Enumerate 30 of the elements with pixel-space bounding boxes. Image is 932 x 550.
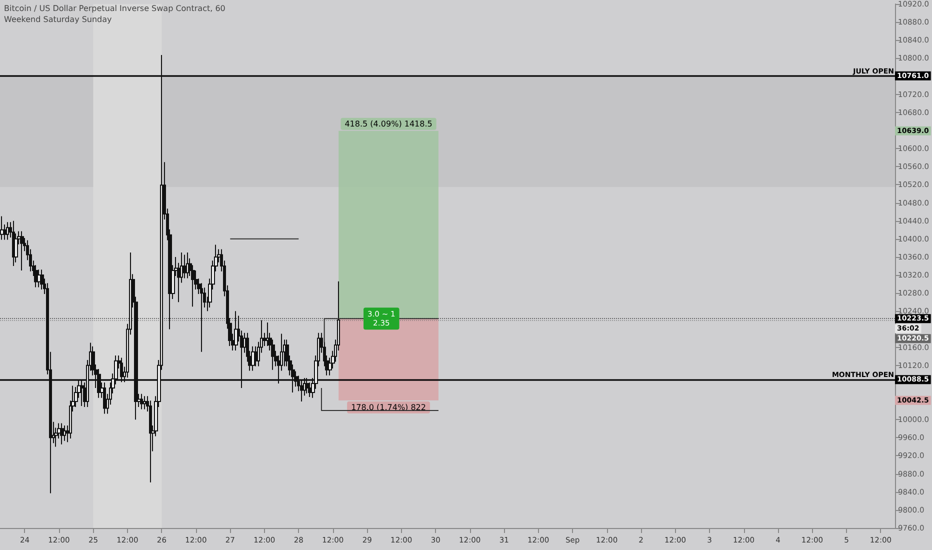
- chart-title: Bitcoin / US Dollar Perpetual Inverse Swap Contract, 60: [4, 3, 226, 14]
- candlestick: [20, 230, 24, 272]
- candlestick: [140, 393, 143, 410]
- candlestick: [149, 400, 152, 483]
- candlestick: [80, 380, 84, 407]
- candlestick: [305, 378, 309, 394]
- band-label: 178.0 (1.74%) 822: [351, 402, 426, 412]
- candlestick: [0, 216, 4, 240]
- candlestick: [34, 264, 38, 288]
- candlestick: [200, 282, 203, 352]
- candlestick: [6, 222, 9, 240]
- candlestick: [103, 382, 106, 414]
- band-label: 418.5 (4.09%) 1418.5: [344, 119, 432, 128]
- candlestick: [186, 252, 189, 279]
- candlestick: [251, 346, 255, 372]
- text: Weekend Saturday Sunday: [4, 14, 113, 25]
- candlestick: [183, 254, 186, 279]
- candlestick: [120, 357, 123, 383]
- candlestick: [143, 396, 146, 410]
- candlestick: [234, 310, 238, 351]
- candlestick: [308, 382, 312, 398]
- candlestick: [63, 424, 66, 442]
- candlestick: [37, 269, 41, 288]
- candlestick: [300, 380, 303, 402]
- candlestick: [97, 368, 101, 398]
- candlestick: [254, 346, 258, 367]
- candlestick: [12, 220, 15, 266]
- candlestick: [40, 269, 44, 290]
- candlestick: [266, 322, 269, 346]
- candlestick: [60, 422, 64, 445]
